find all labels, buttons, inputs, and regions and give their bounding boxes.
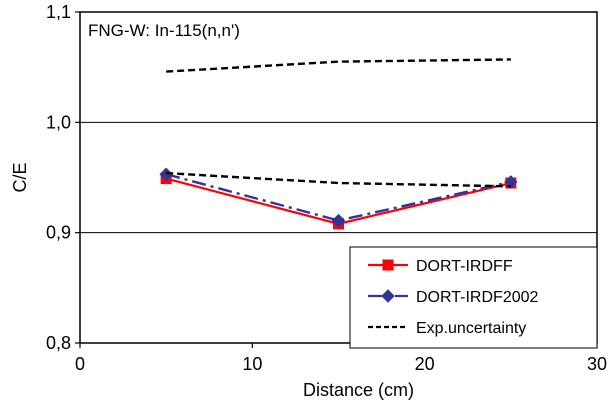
x-tick-label: 30: [587, 354, 607, 374]
legend-item: Exp.uncertainty: [368, 320, 526, 337]
series-upper-uncertainty: [166, 58, 511, 73]
series-line: [165, 173, 512, 222]
legend-item: DORT-IRDF2002: [368, 289, 539, 306]
y-tick-label: 0,9: [46, 223, 71, 243]
legend-marker: [382, 259, 394, 271]
x-axis-ticks: 0 10 20 30: [75, 343, 607, 374]
legend-marker: [381, 289, 395, 303]
y-tick-label: 0,8: [46, 333, 71, 353]
x-tick-label: 20: [415, 354, 435, 374]
y-axis-ticks: 0,8 0,9 1,0 1,1: [46, 2, 80, 353]
data-point: [504, 175, 518, 189]
series-group: [159, 58, 518, 230]
chart-title: FNG-W: In-115(n,n'): [88, 21, 240, 40]
plot-area: [79, 11, 598, 344]
y-axis-label: C/E: [10, 162, 30, 192]
x-axis-label: Distance (cm): [303, 380, 414, 400]
legend-label: DORT-IRDF2002: [416, 289, 539, 306]
y-tick-label: 1,0: [46, 112, 71, 132]
y-tick-label: 1,1: [46, 2, 71, 22]
data-point: [331, 213, 346, 228]
series-line: [166, 171, 511, 188]
x-tick-label: 10: [242, 354, 262, 374]
legend: DORT-IRDFF DORT-IRDF2002 Exp.uncertainty: [349, 246, 598, 349]
series-line: [166, 58, 511, 73]
legend-label: DORT-IRDFF: [416, 258, 513, 275]
legend-item: DORT-IRDFF: [368, 258, 513, 275]
legend-label: Exp.uncertainty: [416, 320, 526, 337]
x-tick-label: 0: [75, 354, 85, 374]
series-exp-uncertainty: [166, 171, 511, 188]
gridlines: [80, 121, 597, 234]
